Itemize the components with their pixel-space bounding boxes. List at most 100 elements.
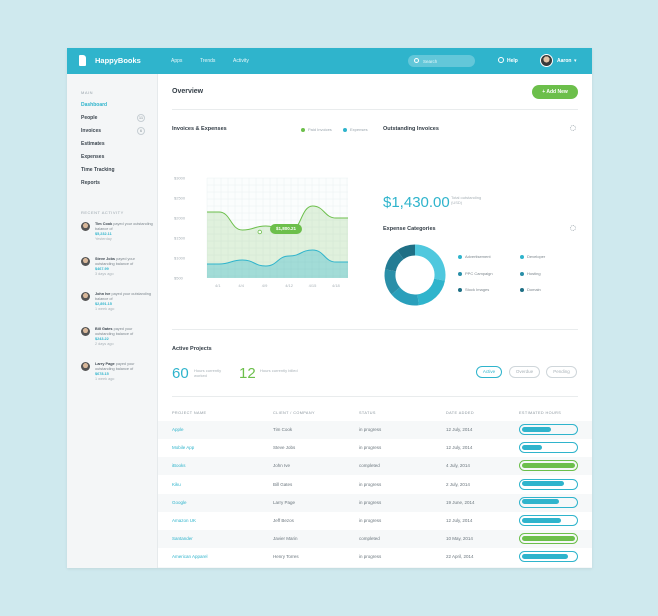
category-dot bbox=[520, 254, 524, 259]
activity-amount: $5,232.11 bbox=[95, 232, 112, 236]
nav-activity[interactable]: Activity bbox=[233, 58, 249, 64]
project-name-cell[interactable]: Apple bbox=[172, 427, 184, 432]
y-tick-label: $3000 bbox=[174, 176, 186, 181]
user-name[interactable]: Aaron bbox=[557, 58, 572, 64]
search-placeholder: Search bbox=[423, 58, 438, 64]
activity-name: Steve Jobs bbox=[95, 257, 116, 261]
client-cell: Bill Gates bbox=[273, 481, 293, 487]
invoices-expenses-chart: $3000 $2500 $2000 $1500 $1000 $500 4/1 4/4 4/9 4/… bbox=[174, 176, 348, 288]
table-row[interactable]: Kiku Bill Gates in progress 2 July, 2014 bbox=[158, 476, 592, 494]
worked-hours-caption: Hours currently worked bbox=[194, 368, 222, 378]
people-count-badge: 11 bbox=[137, 114, 145, 122]
add-new-button[interactable]: + Add New bbox=[532, 85, 578, 99]
activity-text: payed your outstanding balance of bbox=[95, 362, 135, 371]
y-tick-label: $1500 bbox=[174, 236, 186, 241]
main-content: Overview + Add New Invoices & Expenses P… bbox=[158, 74, 592, 568]
progress-fill bbox=[521, 462, 575, 468]
activity-name: John Ive bbox=[95, 292, 111, 296]
data-point bbox=[335, 217, 337, 219]
gear-icon[interactable] bbox=[570, 125, 576, 131]
project-name-cell[interactable]: Kiku bbox=[172, 481, 181, 487]
activity-text: payed your outstanding balance of bbox=[95, 257, 135, 266]
activity-time: 1 week ago bbox=[95, 377, 115, 381]
data-point bbox=[242, 259, 244, 261]
status-cell: in progress bbox=[359, 481, 382, 487]
date-cell: 4 July, 2014 bbox=[446, 463, 470, 469]
project-name-cell[interactable]: iBooks bbox=[172, 463, 186, 469]
data-point bbox=[288, 255, 290, 257]
help-icon[interactable] bbox=[498, 57, 504, 63]
series-line bbox=[206, 249, 348, 267]
pie-slice bbox=[385, 250, 404, 272]
user-avatar[interactable] bbox=[540, 54, 553, 67]
table-row[interactable]: Mobile App Steve Jobs in progress 12 July, … bbox=[158, 439, 592, 457]
project-name-cell[interactable]: Google bbox=[172, 499, 187, 505]
activity-time: 1 week ago bbox=[95, 307, 115, 311]
activity-name: Bill Gates bbox=[95, 327, 113, 331]
help-link[interactable]: Help bbox=[507, 58, 518, 64]
table-row[interactable]: Amazon UK Jeff Bezos in progress 12 July, 2… bbox=[158, 512, 592, 530]
x-tick-label: 4/9 bbox=[262, 283, 268, 288]
client-cell: Henry Torres bbox=[273, 554, 299, 560]
chevron-down-icon[interactable]: ▾ bbox=[574, 58, 577, 64]
pie-slice bbox=[414, 244, 446, 281]
table-row[interactable]: Santander Javier Marin completed 10 May, 20… bbox=[158, 530, 592, 549]
gear-icon[interactable] bbox=[570, 225, 576, 231]
y-tick-label: $500 bbox=[174, 276, 184, 281]
activity-name: Larry Page bbox=[95, 362, 115, 366]
sidebar-item-estimates[interactable]: Estimates bbox=[81, 141, 105, 147]
project-name-cell[interactable]: American Apparel bbox=[172, 554, 208, 560]
progress-fill bbox=[521, 499, 559, 505]
data-point bbox=[312, 249, 314, 251]
column-header-hours[interactable]: ESTIMATED HOURS bbox=[519, 411, 562, 415]
filter-active-button[interactable]: Active bbox=[476, 366, 502, 378]
date-cell: 12 July, 2014 bbox=[446, 427, 473, 432]
table-row[interactable]: iBooks John Ive completed 4 July, 2014 bbox=[158, 457, 592, 476]
activity-time: Yesterday bbox=[95, 237, 112, 241]
avatar bbox=[81, 292, 90, 301]
column-header-client[interactable]: CLIENT / COMPANY bbox=[273, 411, 315, 415]
table-row[interactable]: American Apparel Henry Torres in progress 2… bbox=[158, 548, 592, 566]
project-name-cell[interactable]: Amazon UK bbox=[172, 518, 197, 523]
pie-slice bbox=[391, 287, 419, 306]
data-point bbox=[335, 261, 337, 263]
activity-text: payed your outstanding balance of bbox=[95, 222, 153, 231]
nav-apps[interactable]: Apps bbox=[171, 58, 183, 64]
project-name-cell[interactable]: Santander bbox=[172, 536, 193, 542]
x-tick-label: 4/1 bbox=[215, 283, 221, 288]
activity-amount: $467.99 bbox=[95, 267, 109, 271]
search-input[interactable]: Search bbox=[408, 55, 475, 67]
column-header-date[interactable]: DATE ADDED bbox=[446, 411, 474, 415]
column-header-status[interactable]: STATUS bbox=[359, 411, 376, 415]
estimated-hours-bar bbox=[519, 515, 578, 526]
nav-trends[interactable]: Trends bbox=[200, 58, 216, 64]
column-header-project[interactable]: PROJECT NAME bbox=[172, 411, 207, 415]
category-dot bbox=[520, 271, 524, 276]
sidebar-item-dashboard[interactable]: Dashboard bbox=[81, 102, 108, 108]
sidebar-item-reports[interactable]: Reports bbox=[81, 180, 100, 186]
category-stock-images: Stock Images bbox=[458, 287, 489, 292]
table-row[interactable]: Google Larry Page in progress 19 June, 2014 bbox=[158, 493, 592, 512]
sidebar-item-time-tracking[interactable]: Time Tracking bbox=[81, 167, 115, 173]
sidebar-item-expenses[interactable]: Expenses bbox=[81, 154, 105, 160]
filter-pending-button[interactable]: Pending bbox=[546, 366, 577, 378]
category-domain: Domain bbox=[520, 287, 541, 292]
client-cell: Larry Page bbox=[273, 499, 296, 505]
table-row[interactable]: Apple Tim Cook in progress 12 July, 2014 bbox=[158, 421, 592, 439]
filter-overdue-button[interactable]: Overdue bbox=[509, 366, 540, 378]
project-name-cell[interactable]: Mobile App bbox=[172, 445, 195, 451]
avatar bbox=[81, 257, 90, 266]
date-cell: 2 July, 2014 bbox=[446, 481, 470, 487]
category-dot bbox=[458, 271, 462, 276]
divider bbox=[172, 109, 578, 110]
activity-amount: $678.15 bbox=[95, 372, 109, 376]
x-tick-label: 4/18 bbox=[332, 283, 341, 288]
estimated-hours-bar bbox=[519, 478, 578, 490]
series-area bbox=[207, 250, 348, 278]
sidebar-item-people[interactable]: People bbox=[81, 115, 98, 121]
estimated-hours-bar bbox=[519, 460, 578, 472]
brand-name[interactable]: HappyBooks bbox=[95, 56, 141, 65]
sidebar-item-invoices[interactable]: Invoices bbox=[81, 128, 102, 134]
estimated-hours-bar bbox=[519, 533, 578, 545]
